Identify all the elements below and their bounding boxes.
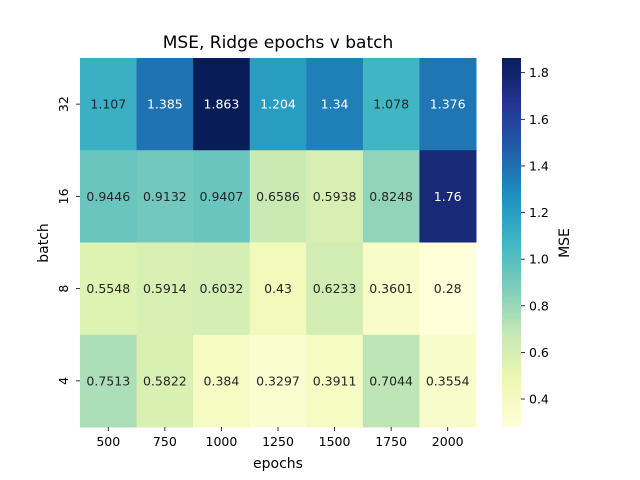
- colorbar-tick-label: 0.6: [529, 345, 549, 360]
- heatmap-cell: [249, 58, 307, 151]
- heatmap-cell: [362, 242, 420, 336]
- cell-value-label: 0.5548: [86, 281, 130, 296]
- cell-value-label: 0.6032: [200, 281, 244, 296]
- cell-value-label: 1.107: [90, 97, 126, 112]
- y-tick-label: 8: [56, 285, 71, 293]
- cell-value-label: 1.376: [430, 97, 466, 112]
- y-axis-title: batch: [36, 223, 52, 263]
- cell-value-label: 0.6586: [256, 189, 300, 204]
- heatmap-cell: [193, 58, 251, 151]
- colorbar-ticks: 0.4 0.6 0.8 1.0 1.2 1.4 1.6 1.8: [521, 65, 549, 407]
- cell-value-label: 0.384: [204, 373, 240, 388]
- cell-value-label: 0.3601: [369, 281, 413, 296]
- heatmap-cell: [419, 58, 477, 151]
- cell-value-label: 0.6233: [313, 281, 357, 296]
- heatmap-cell: [362, 334, 420, 428]
- heatmap-cell: [306, 242, 364, 336]
- heatmap-cell: [136, 334, 194, 428]
- cell-value-label: 1.34: [321, 97, 349, 112]
- cell-value-label: 0.5938: [313, 189, 357, 204]
- colorbar-tick-label: 1.2: [529, 205, 549, 220]
- y-tick-label: 16: [56, 188, 71, 204]
- heatmap-cell: [419, 150, 477, 243]
- x-tick-label: 750: [153, 434, 177, 449]
- heatmap-cell: [193, 242, 251, 336]
- heatmap-cell: [306, 58, 364, 151]
- heatmap-cell: [80, 242, 138, 336]
- heatmap-cell: [306, 334, 364, 428]
- cell-value-label: 1.204: [260, 97, 296, 112]
- x-axis-title: epochs: [253, 456, 303, 472]
- heatmap-cell: [80, 334, 138, 428]
- cell-value-label: 0.8248: [369, 189, 413, 204]
- cell-value-label: 0.5822: [143, 373, 187, 388]
- cell-value-label: 0.7044: [369, 373, 413, 388]
- x-tick-label: 1250: [262, 434, 294, 449]
- heatmap-cell: [193, 334, 251, 428]
- y-axis-ticks: 32 16 8 4: [56, 96, 80, 385]
- colorbar-tick-label: 1.0: [529, 252, 549, 267]
- heatmap-cell: [306, 150, 364, 243]
- heatmap-cell: [249, 242, 307, 336]
- heatmap-cell: [419, 334, 477, 428]
- cell-value-label: 0.7513: [86, 373, 130, 388]
- heatmap-cell: [136, 242, 194, 336]
- x-tick-label: 500: [96, 434, 120, 449]
- x-tick-label: 1750: [375, 434, 407, 449]
- colorbar-title: MSE: [557, 228, 573, 258]
- cell-value-label: 0.9446: [86, 189, 130, 204]
- cell-value-label: 0.3911: [313, 373, 357, 388]
- colorbar: [502, 58, 521, 427]
- heatmap-cell: [136, 58, 194, 151]
- cell-value-label: 1.76: [434, 189, 462, 204]
- x-tick-label: 1000: [206, 434, 238, 449]
- heatmap-cells: 1.107 1.385 1.863 1.204 1.34 1.078 1.376 0.9446…: [80, 58, 477, 428]
- colorbar-tick-label: 1.8: [529, 65, 549, 80]
- heatmap-cell: [249, 334, 307, 428]
- heatmap-cell: [362, 150, 420, 243]
- cell-value-label: 0.5914: [143, 281, 187, 296]
- cell-value-label: 1.863: [204, 97, 240, 112]
- chart-title: MSE, Ridge epochs v batch: [163, 33, 393, 53]
- cell-value-label: 0.43: [264, 281, 292, 296]
- x-tick-label: 1500: [319, 434, 351, 449]
- colorbar-tick-label: 0.8: [529, 298, 549, 313]
- heatmap-cell: [362, 58, 420, 151]
- cell-value-label: 0.28: [434, 281, 462, 296]
- heatmap-cell: [80, 150, 138, 243]
- cell-value-label: 0.3297: [256, 373, 300, 388]
- y-tick-label: 32: [56, 96, 71, 112]
- y-tick-label: 4: [56, 377, 71, 385]
- cell-value-label: 0.9132: [143, 189, 187, 204]
- cell-value-label: 0.3554: [426, 373, 470, 388]
- colorbar-tick-label: 1.4: [529, 158, 549, 173]
- cell-value-label: 1.078: [373, 97, 409, 112]
- x-tick-label: 2000: [432, 434, 464, 449]
- heatmap-cell: [80, 58, 138, 151]
- colorbar-tick-label: 0.4: [529, 392, 549, 407]
- heatmap-cell: [249, 150, 307, 243]
- heatmap-cell: [419, 242, 477, 336]
- heatmap-cell: [136, 150, 194, 243]
- heatmap-cell: [193, 150, 251, 243]
- cell-value-label: 1.385: [147, 97, 183, 112]
- x-axis-ticks: 500 750 1000 1250 1500 1750 2000: [96, 427, 464, 449]
- colorbar-tick-label: 1.6: [529, 112, 549, 127]
- cell-value-label: 0.9407: [200, 189, 244, 204]
